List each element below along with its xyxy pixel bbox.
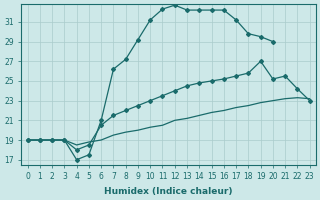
X-axis label: Humidex (Indice chaleur): Humidex (Indice chaleur)	[104, 187, 233, 196]
